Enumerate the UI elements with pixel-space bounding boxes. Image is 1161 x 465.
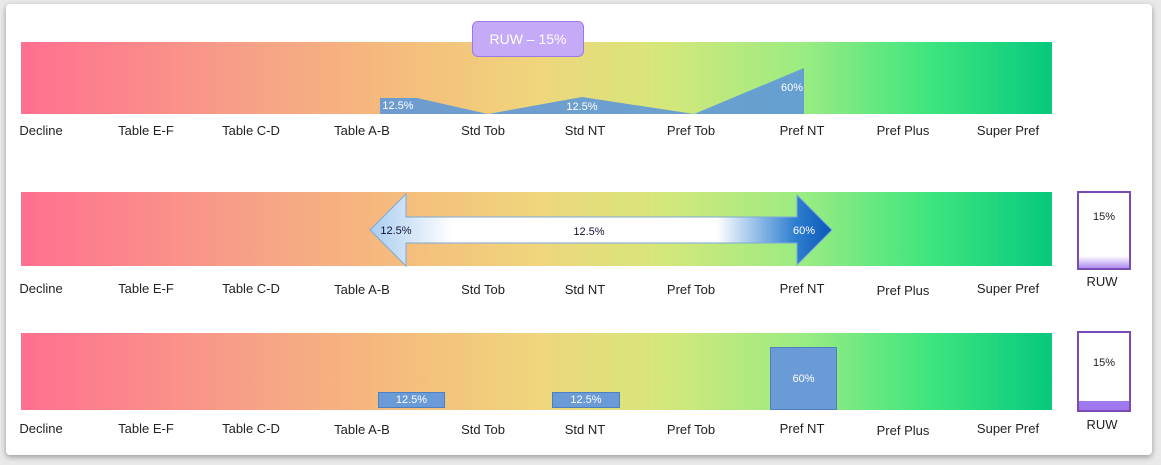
category-label: Std Tob: [461, 123, 505, 138]
ruw-label: RUW: [1086, 274, 1118, 289]
category-label: Std NT: [564, 282, 606, 297]
category-label: Std Tob: [461, 422, 505, 437]
category-label: Decline: [19, 281, 63, 296]
category-label: Table C-D: [222, 421, 280, 436]
category-label: Super Pref: [976, 281, 1040, 296]
category-label: Pref Tob: [666, 282, 716, 297]
category-label: Table E-F: [118, 123, 174, 138]
category-label: Pref Plus: [876, 423, 930, 438]
value-box-pref-nt: 60%: [770, 347, 837, 410]
category-label: Std NT: [564, 422, 606, 437]
value-box-std-nt: 12.5%: [552, 392, 620, 408]
category-label: Super Pref: [976, 123, 1040, 138]
ruw-value: 15%: [1092, 357, 1116, 369]
category-label: Decline: [19, 421, 63, 436]
category-label: Pref NT: [779, 123, 825, 138]
ruw-indicator: 15%: [1077, 331, 1131, 412]
ruw-value: 15%: [1092, 211, 1116, 223]
category-label: Table E-F: [118, 421, 174, 436]
category-label: Std Tob: [461, 282, 505, 297]
category-label: Super Pref: [976, 421, 1040, 436]
ruw-label: RUW: [1086, 417, 1118, 432]
category-label: Table A-B: [334, 123, 390, 138]
category-label: Table E-F: [118, 281, 174, 296]
category-label: Table A-B: [334, 422, 390, 437]
category-label: Pref Tob: [666, 422, 716, 437]
category-label: Pref NT: [779, 421, 825, 436]
ruw-indicator: 15%: [1077, 191, 1131, 270]
ruw-pill: RUW – 15%: [472, 21, 584, 57]
ruw-fill: [1079, 256, 1129, 268]
category-label: Pref NT: [779, 281, 825, 296]
ruw-fill: [1079, 401, 1129, 410]
category-label: Pref Tob: [666, 123, 716, 138]
category-label: Decline: [19, 123, 63, 138]
value-box-table-a-b: 12.5%: [378, 392, 445, 408]
category-label: Pref Plus: [876, 123, 930, 138]
category-label: Table C-D: [222, 123, 280, 138]
risk-gradient-bar-3: [21, 333, 1052, 410]
category-label: Table C-D: [222, 281, 280, 296]
category-label: Std NT: [564, 123, 606, 138]
category-label: Pref Plus: [876, 283, 930, 298]
risk-gradient-bar-2: [21, 192, 1052, 266]
category-label: Table A-B: [334, 282, 390, 297]
